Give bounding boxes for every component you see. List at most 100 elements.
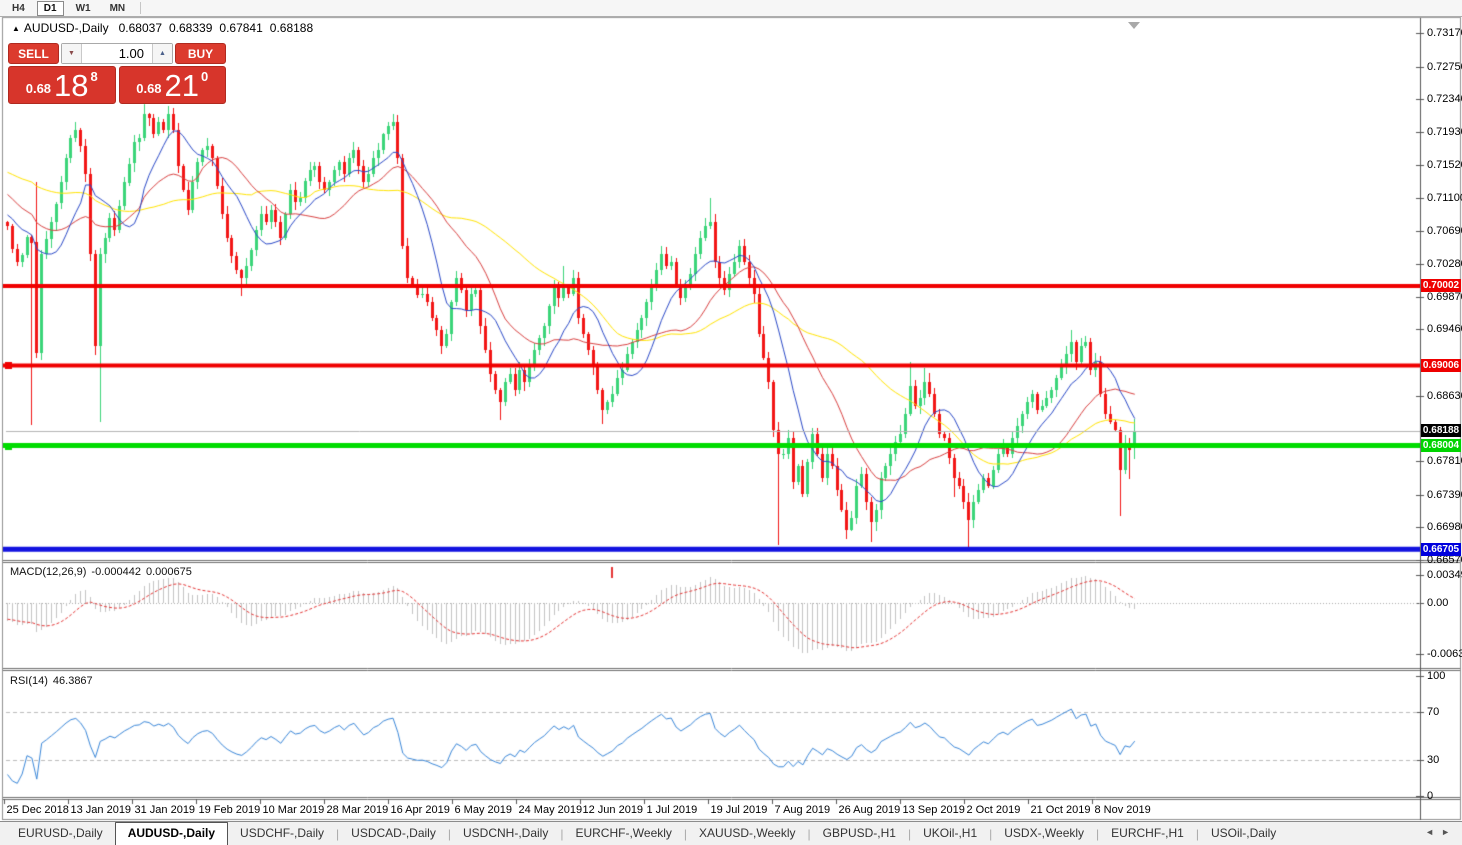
rsi-label: RSI(14) 46.3867	[10, 675, 98, 687]
tab-scroll-left-icon[interactable]: ◄	[1425, 827, 1442, 837]
date-axis-label: 13 Sep 2019	[902, 804, 965, 816]
date-axis-label: 12 Jun 2019	[582, 804, 644, 816]
date-axis-label: 24 May 2019	[518, 804, 583, 816]
sell-button[interactable]: SELL	[8, 43, 59, 64]
tab-scroll-right-icon[interactable]: ►	[1441, 827, 1457, 837]
tab-divider: |	[989, 826, 993, 841]
volume-input[interactable]	[82, 44, 152, 63]
macd-label: MACD(12,26,9) -0.000442 0.000675	[10, 566, 197, 578]
chart-tab-ukoil-h1[interactable]: UKOil-,H1	[923, 825, 978, 840]
ohlc-close: 0.68188	[269, 21, 314, 35]
rsi-axis-tick: 100	[1427, 670, 1446, 682]
timeframe-toolbar: H4 D1 W1 MN	[0, 0, 1462, 17]
chart-tab-eurchf-weekly[interactable]: EURCHF-,Weekly	[575, 825, 672, 840]
chart-tab-usdcad-daily[interactable]: USDCAD-,Daily	[351, 825, 436, 840]
date-axis-label: 19 Jul 2019	[710, 804, 768, 816]
one-click-trading-panel: SELL ▼ ▲ BUY 0.68 18 8 0.68 21 0	[8, 43, 226, 104]
date-axis-label: 25 Dec 2018	[6, 804, 69, 816]
tab-divider: |	[807, 826, 811, 841]
chart-tab-gbpusd-h1[interactable]: GBPUSD-,H1	[822, 825, 896, 840]
resistance-line-tag[interactable]: 0.70002	[1421, 279, 1461, 293]
chart-tab-eurusd-daily[interactable]: EURUSD-,Daily	[18, 825, 103, 840]
toolbar-separator	[140, 2, 142, 14]
buy-price-box[interactable]: 0.68 21 0	[118, 66, 226, 104]
tab-divider: |	[1195, 826, 1199, 841]
sell-price-base: 0.68	[25, 81, 52, 96]
date-axis-label: 31 Jan 2019	[134, 804, 196, 816]
volume-stepper: ▼ ▲	[61, 43, 173, 64]
date-axis-label: 13 Jan 2019	[70, 804, 132, 816]
timeframe-button-d1[interactable]: D1	[36, 0, 64, 16]
chart-tab-usdchf-daily[interactable]: USDCHF-,Daily	[240, 825, 325, 840]
ohlc-high: 0.68339	[169, 21, 213, 35]
chart-shift-marker[interactable]	[1128, 22, 1140, 29]
macd-value-1: -0.000442	[91, 566, 141, 578]
sell-price-box[interactable]: 0.68 18 8	[8, 66, 116, 104]
chart-title: ▲ AUDUSD-,Daily 0.68037 0.68339 0.67841 0.681…	[12, 21, 320, 35]
rsi-axis-tick: 0	[1427, 790, 1434, 802]
support-line-tag[interactable]: 0.68004	[1421, 439, 1461, 452]
buy-price-pip: 0	[201, 69, 209, 84]
rsi-name: RSI(14)	[10, 675, 48, 687]
buy-price-big: 21	[164, 68, 200, 103]
tab-divider: |	[336, 826, 340, 841]
chart-tab-eurchf-h1[interactable]: EURCHF-,H1	[1111, 825, 1184, 840]
chart-tab-xauusd-weekly[interactable]: XAUUSD-,Weekly	[699, 825, 796, 840]
timeframe-button-mn[interactable]: MN	[109, 2, 126, 14]
rsi-axis-tick: 30	[1427, 754, 1440, 766]
date-axis-label: 28 Mar 2019	[326, 804, 389, 816]
date-axis-label: 1 Jul 2019	[646, 804, 698, 816]
chevron-up-icon: ▲	[159, 50, 166, 57]
date-axis-label: 21 Oct 2019	[1030, 804, 1091, 816]
date-axis-label: 26 Aug 2019	[838, 804, 901, 816]
bid-price-tag: 0.68188	[1421, 424, 1461, 438]
timeframe-button-w1[interactable]: W1	[75, 2, 91, 14]
macd-axis-tick: 0.00349	[1427, 569, 1462, 582]
buy-button[interactable]: BUY	[175, 43, 226, 64]
sell-price-big: 18	[54, 68, 89, 103]
date-axis-label: 2 Oct 2019	[966, 804, 1021, 816]
chart-tab-bar: EURUSD-,Daily AUDUSD-,Daily USDCHF-,Daily |…	[0, 821, 1462, 845]
resistance-line-tag[interactable]: 0.69006	[1421, 358, 1461, 372]
tab-divider: |	[683, 826, 688, 841]
volume-increase-button[interactable]: ▲	[152, 44, 172, 63]
chevron-down-icon: ▼	[68, 50, 75, 57]
chart-tab-usoil-daily[interactable]: USOil-,Daily	[1210, 825, 1277, 840]
rsi-axis-tick: 70	[1427, 706, 1440, 718]
chart-tab-usdx-weekly[interactable]: USDX-,Weekly	[1004, 825, 1085, 840]
date-axis-label: 19 Feb 2019	[198, 804, 261, 816]
buy-price-base: 0.68	[136, 81, 162, 96]
tab-divider: |	[447, 826, 451, 841]
sell-price-pip: 8	[90, 69, 98, 84]
volume-decrease-button[interactable]: ▼	[62, 44, 82, 63]
macd-name: MACD(12,26,9)	[10, 566, 87, 578]
chart-symbol-label: AUDUSD-,Daily	[23, 21, 109, 35]
date-axis-label: 10 Mar 2019	[262, 804, 325, 816]
collapse-icon[interactable]: ▲	[12, 24, 20, 33]
timeframe-button-h4[interactable]: H4	[12, 2, 25, 14]
date-axis-label: 6 May 2019	[454, 804, 512, 816]
macd-axis-tick: -0.00637	[1427, 647, 1462, 660]
tab-divider: |	[560, 826, 564, 841]
chart-tab-audusd-daily[interactable]: AUDUSD-,Daily	[114, 821, 229, 845]
date-axis-label: 7 Aug 2019	[774, 804, 831, 816]
chart-tab-usdcnh-daily[interactable]: USDCNH-,Daily	[462, 825, 549, 840]
tab-divider: |	[1096, 826, 1100, 841]
support-line-tag[interactable]: 0.66705	[1421, 542, 1461, 556]
